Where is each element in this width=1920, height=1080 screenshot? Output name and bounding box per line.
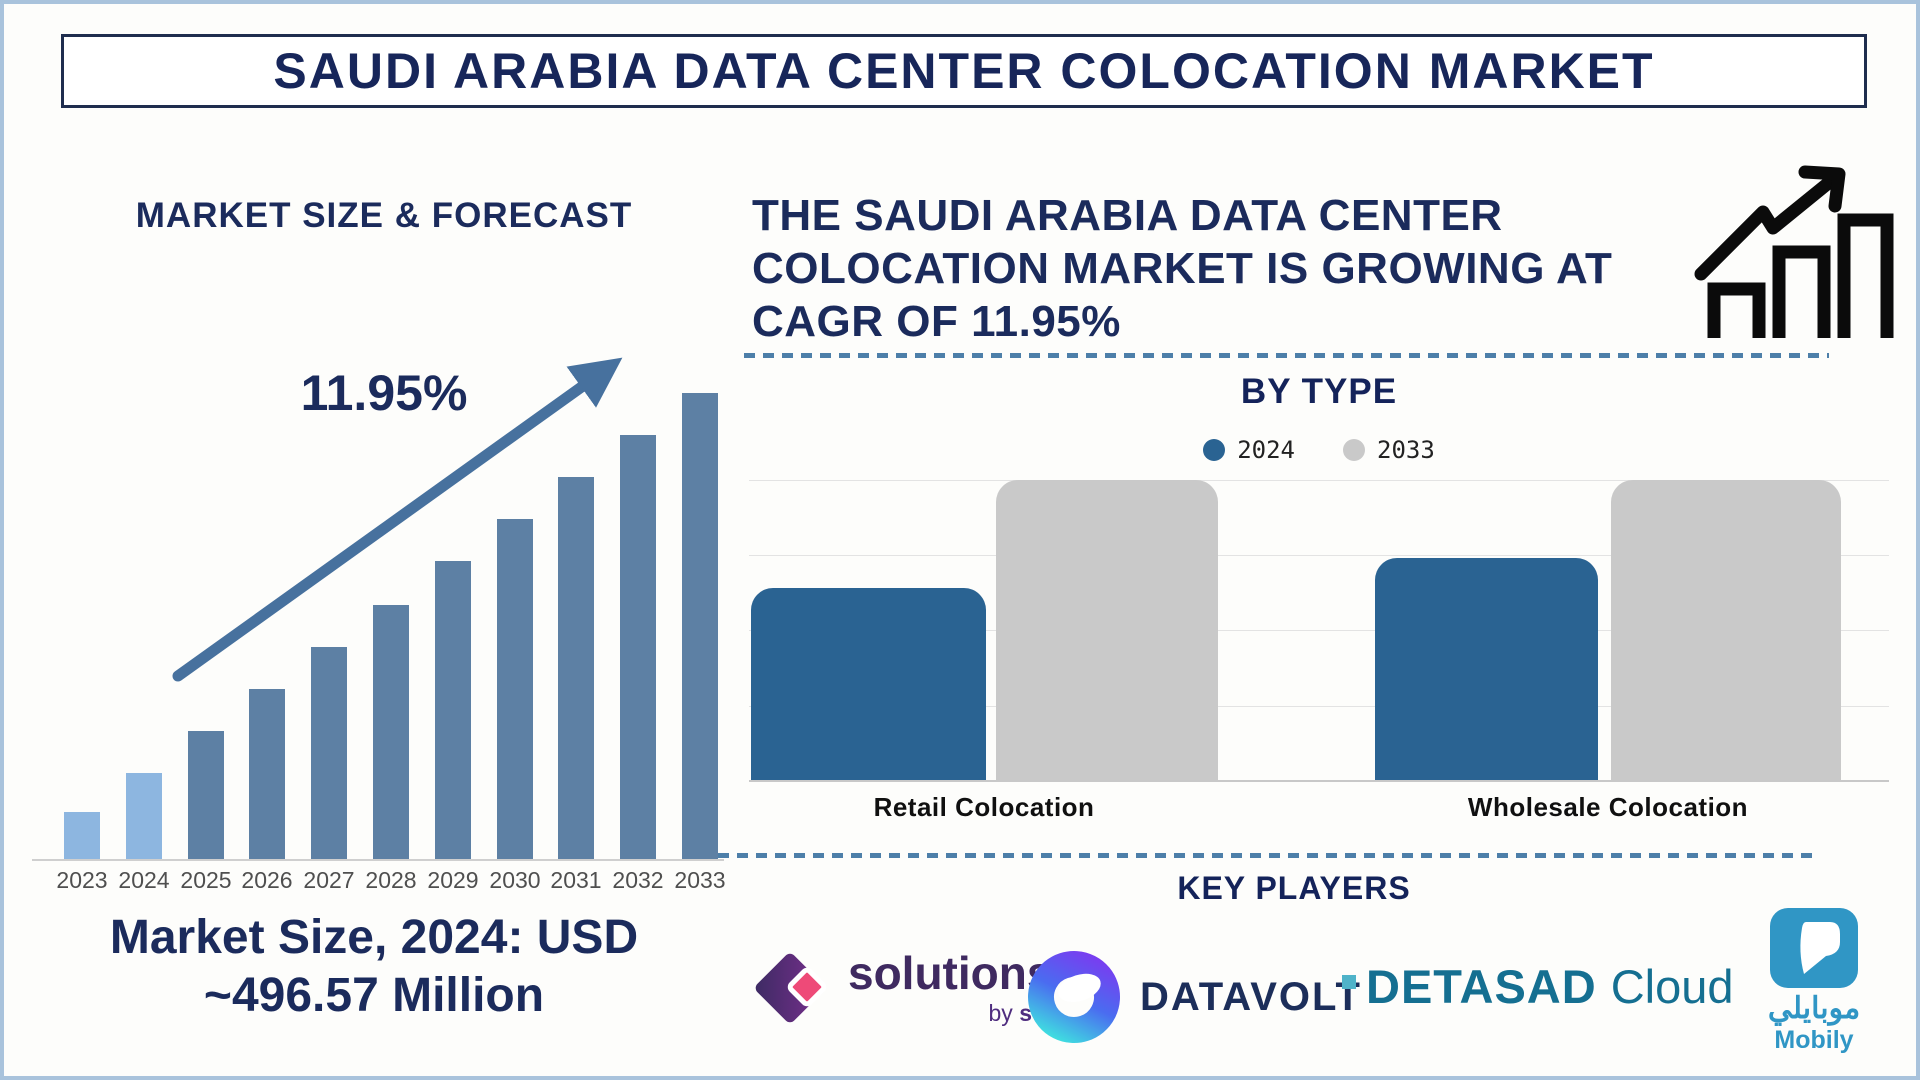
- forecast-bar-2023: [64, 812, 100, 859]
- dashed-divider-bottom: [718, 853, 1814, 858]
- bytype-bar-2024-retail-colocation: [751, 588, 986, 780]
- logo-datavolt: DATAVOLT: [1024, 942, 1362, 1052]
- datavolt-swirl-icon: [1028, 951, 1120, 1043]
- forecast-bar-2033: [682, 393, 718, 859]
- year-label-2025: 2025: [180, 867, 232, 893]
- forecast-bar-2029: [435, 561, 471, 859]
- year-label-2032: 2032: [612, 867, 664, 893]
- legend-dot: [1343, 439, 1365, 461]
- byline-by: by: [988, 999, 1020, 1026]
- bytype-gridline-1: [749, 555, 1889, 556]
- category-label-wholesale: Wholesale Colocation: [1467, 792, 1749, 822]
- bytype-gridline-3: [749, 706, 1889, 707]
- mobily-latin-wordmark: Mobily: [1774, 1026, 1854, 1054]
- legend-dot: [1203, 439, 1226, 461]
- year-label-2028: 2028: [365, 867, 417, 893]
- forecast-bar-2032: [620, 435, 656, 859]
- year-label-2033: 2033: [674, 867, 726, 893]
- dashed-divider-top: [744, 353, 1829, 358]
- growth-note-line1: THE SAUDI ARABIA DATA CENTER: [752, 191, 1503, 240]
- detasad-square-icon: [1342, 975, 1356, 989]
- mobily-speechmark-icon: [1770, 908, 1858, 988]
- category-label-retail: Retail Colocation: [873, 792, 1095, 822]
- logo-detasad-cloud: DETASAD Cloud: [1342, 959, 1734, 1014]
- legend-item-2024: 2024: [1203, 436, 1295, 464]
- forecast-bar-2025: [188, 731, 224, 859]
- bytype-bar-2033-retail-colocation: [996, 480, 1218, 780]
- legend-label-2024: 2024: [1237, 436, 1295, 464]
- bytype-axis-line: [749, 780, 1889, 782]
- forecast-axis-line: [32, 859, 724, 861]
- legend-label-2033: 2033: [1377, 436, 1435, 464]
- year-label-2023: 2023: [56, 867, 108, 893]
- forecast-bar-2031: [558, 477, 594, 859]
- year-label-2031: 2031: [550, 867, 602, 893]
- year-label-2030: 2030: [489, 867, 541, 893]
- forecast-bar-2028: [373, 605, 409, 859]
- bytype-bar-2033-wholesale-colocation: [1611, 480, 1841, 780]
- title-box: SAUDI ARABIA DATA CENTER COLOCATION MARK…: [61, 34, 1867, 108]
- year-label-2024: 2024: [118, 867, 170, 893]
- bytype-gridline-0: [749, 480, 1889, 481]
- legend-item-2033: 2033: [1343, 436, 1435, 464]
- year-label-2026: 2026: [241, 867, 293, 893]
- growth-note-line3: CAGR OF 11.95%: [752, 297, 1121, 346]
- growth-chart-icon: [1694, 165, 1894, 338]
- detasad-wordmark: DETASAD: [1366, 960, 1597, 1013]
- growth-note: THE SAUDI ARABIA DATA CENTER COLOCATION …: [752, 189, 1612, 348]
- datavolt-wordmark: DATAVOLT: [1140, 974, 1362, 1019]
- trend-arrow-icon: [172, 357, 623, 682]
- bytype-legend: 2024 2033: [749, 436, 1889, 464]
- mobily-arabic-wordmark: موبايلي: [1767, 992, 1861, 1025]
- keyplayers-heading: KEY PLAYERS: [1177, 870, 1411, 906]
- year-label-2027: 2027: [303, 867, 355, 893]
- logo-mobily: موبايلي Mobily: [1762, 906, 1866, 1053]
- forecast-bar-2026: [249, 689, 285, 859]
- market-size-caption-line1: Market Size, 2024: USD: [109, 911, 639, 964]
- market-size-caption: Market Size, 2024: USD ~496.57 Million: [34, 909, 714, 1025]
- forecast-bar-2030: [497, 519, 533, 859]
- detasad-cloud-wordmark: Cloud: [1610, 960, 1734, 1013]
- cagr-value-label: 11.95%: [300, 365, 468, 421]
- bytype-heading: BY TYPE: [1240, 372, 1398, 411]
- growth-note-line2: COLOCATION MARKET IS GROWING AT: [752, 244, 1613, 293]
- bytype-gridline-2: [749, 630, 1889, 631]
- bytype-bar-chart: [749, 480, 1889, 782]
- year-label-2029: 2029: [427, 867, 479, 893]
- page-title: SAUDI ARABIA DATA CENTER COLOCATION MARK…: [273, 43, 1655, 99]
- forecast-section-heading: MARKET SIZE & FORECAST: [135, 196, 633, 235]
- solutions-byline: by stc: [848, 999, 1053, 1027]
- bytype-bar-2024-wholesale-colocation: [1375, 558, 1598, 780]
- forecast-bar-2024: [126, 773, 162, 859]
- stc-diamond-icon: [755, 953, 827, 1023]
- market-size-caption-line2: ~496.57 Million: [203, 969, 545, 1022]
- logo-solutions-by-stc: solutions by stc: [746, 944, 1052, 1032]
- solutions-wordmark: solutions: [848, 946, 1053, 999]
- forecast-bar-chart: 2023 2024 2025 2026 2027 2028 2029 2030 2031 2032…: [32, 389, 732, 894]
- forecast-bar-2027: [311, 647, 347, 859]
